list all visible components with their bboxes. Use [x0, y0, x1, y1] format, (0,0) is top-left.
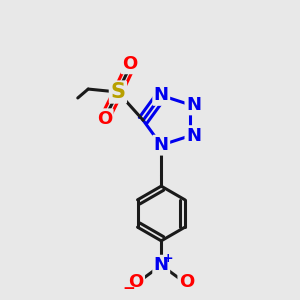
Text: N: N: [154, 256, 169, 274]
Text: O: O: [122, 55, 137, 73]
Text: N: N: [186, 96, 201, 114]
Text: S: S: [110, 82, 125, 102]
Text: O: O: [128, 272, 144, 290]
Text: −: −: [122, 281, 135, 296]
Text: N: N: [186, 127, 201, 145]
Text: N: N: [154, 136, 169, 154]
Text: +: +: [163, 252, 173, 265]
Text: N: N: [154, 86, 169, 104]
Text: O: O: [97, 110, 112, 128]
Text: O: O: [179, 272, 194, 290]
